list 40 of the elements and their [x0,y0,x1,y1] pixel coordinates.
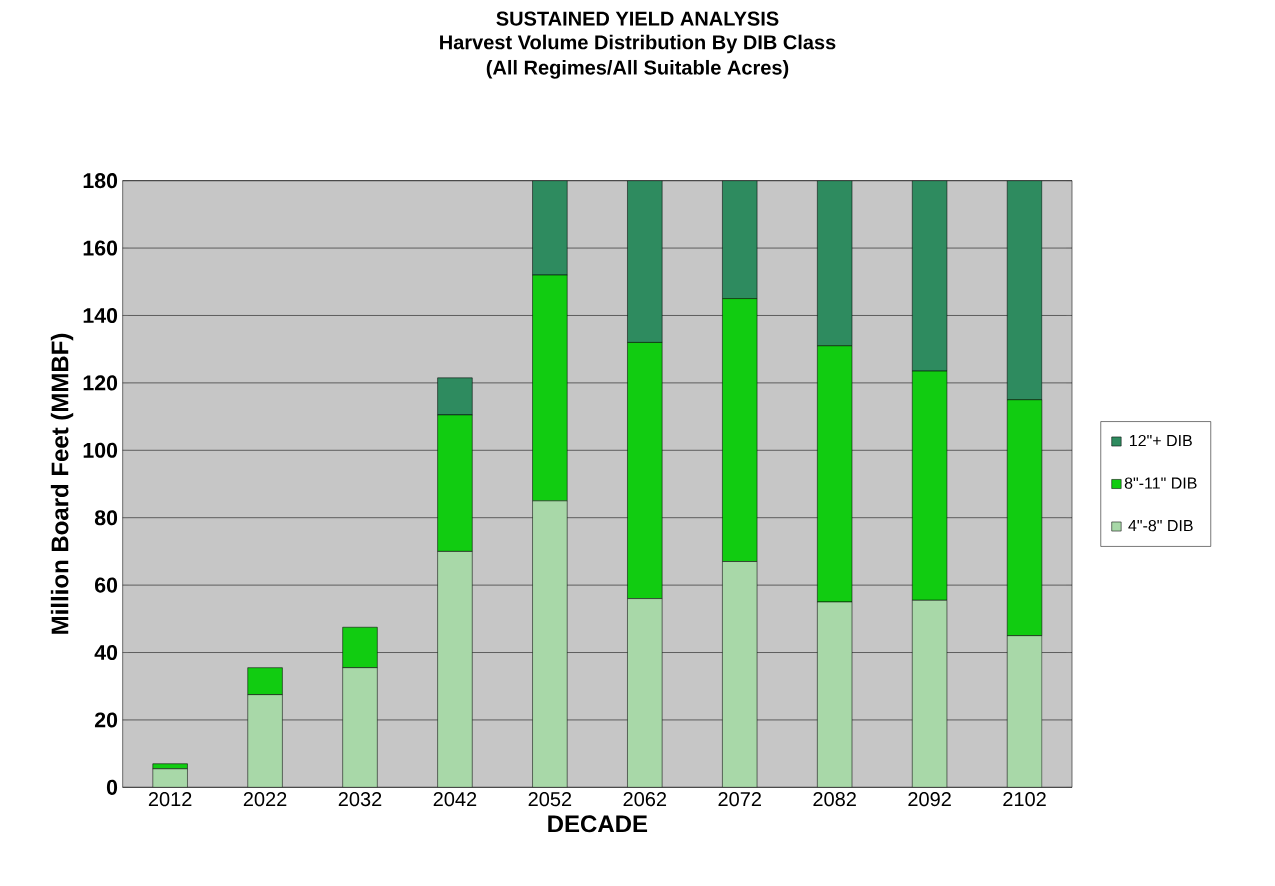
y-tick-label: 120 [83,375,118,391]
y-tick-label: 140 [83,307,118,324]
chart-title: SUSTAINED YIELD ANALYSIS [496,11,779,26]
bar [437,551,473,788]
x-tick-label: 2042 [433,792,477,807]
bar [1006,635,1043,788]
x-tick-label: 2012 [148,792,192,807]
x-tick-label: 2052 [528,792,572,807]
chart-subtitle: Harvest Volume Distribution By DIB Class [440,34,836,54]
x-tick-label: 2072 [718,792,761,807]
text: (All Regimes/All Suitable Acres) [486,59,789,79]
x-tick-label: 2032 [338,792,382,807]
bar [817,601,853,788]
bar [342,667,378,788]
y-axis-title: Million Board Feet (MMBF) [50,333,74,634]
bar [342,626,378,668]
y-tick-label: 100 [83,442,118,458]
y-tick-label: 20 [94,712,118,728]
y-tick-label: 40 [94,644,118,661]
legend-label: 12"+ DIB [1130,434,1192,447]
bar [627,598,663,788]
y-tick-label: 180 [83,173,118,189]
bar [722,561,758,788]
x-tick-label: 2022 [243,792,287,807]
bar [247,667,283,695]
legend-label: 4"-8" DIB [1128,519,1193,532]
y-tick-label: 80 [94,510,118,526]
x-axis-title: DECADE [548,815,648,833]
y-tick-label: 0 [106,779,118,795]
x-tick-label: 2092 [908,792,951,807]
x-tick-label: 2062 [623,792,667,807]
y-tick-label: 160 [83,240,118,256]
x-tick-label: 2102 [1003,792,1046,807]
y-tick-label: 60 [95,577,118,593]
bar [532,500,568,788]
bar [912,600,948,788]
bar [152,768,188,788]
bar [247,694,283,788]
legend-label: 8"-11" DIB [1124,477,1197,489]
x-tick-label: 2082 [813,792,856,807]
